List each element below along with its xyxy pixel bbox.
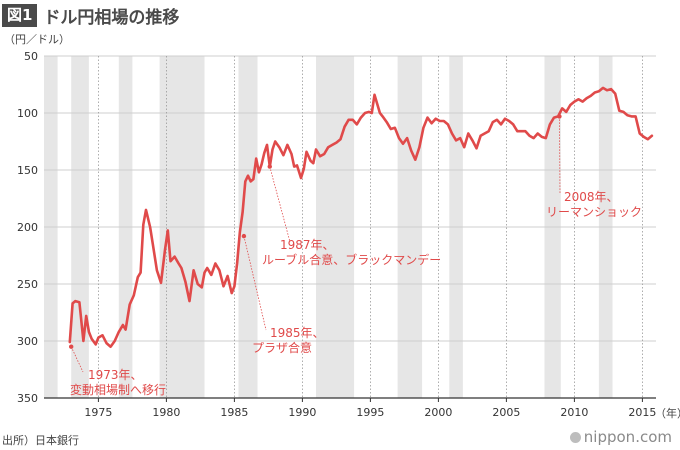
x-tick-label-2000: 2000 bbox=[424, 406, 452, 419]
brand-suffix: .com bbox=[635, 428, 672, 446]
annotation-label-1-line-0: 1985年、 bbox=[270, 326, 325, 340]
y-tick-label-150: 150 bbox=[17, 164, 38, 177]
annotation-label-2-line-1: ルーブル合意、ブラックマンデー bbox=[262, 252, 441, 267]
axis-ticks: 50 100 150 200 250 300 350 1975 1980 1985 1990 1995… bbox=[17, 50, 656, 419]
x-tick-label-1985: 1985 bbox=[220, 406, 248, 419]
x-tick-label-1995: 1995 bbox=[356, 406, 384, 419]
y-tick-label-200: 200 bbox=[17, 221, 38, 234]
annotation-leader-2 bbox=[269, 166, 291, 243]
y-tick-label-50: 50 bbox=[24, 50, 38, 63]
annotations: 1973年、変動相場制へ移行 1985年、プラザ合意 1987年、ルーブル合意、ブラ… bbox=[69, 114, 642, 397]
x-tick-label-1990: 1990 bbox=[288, 406, 316, 419]
x-tick-label-2010: 2010 bbox=[560, 406, 588, 419]
brand-logo[interactable]: nippon .com bbox=[569, 428, 672, 446]
y-tick-label-100: 100 bbox=[17, 107, 38, 120]
y-tick-label-300: 300 bbox=[17, 335, 38, 348]
x-axis-unit-label: （年） bbox=[655, 407, 680, 420]
annotation-leader-1 bbox=[243, 236, 267, 331]
annotation-label-2-line-0: 1987年、 bbox=[280, 238, 335, 252]
x-tick-label-2015: 2015 bbox=[628, 406, 656, 419]
annotation-label-0-line-1: 変動相場制へ移行 bbox=[70, 382, 166, 397]
figure-badge: 図1 bbox=[2, 3, 38, 27]
y-tick-label-350: 350 bbox=[17, 392, 38, 405]
y-axis-unit-label: （円／ドル） bbox=[4, 33, 70, 46]
x-tick-label-1980: 1980 bbox=[152, 406, 180, 419]
annotation-label-3-line-1: リーマンショック bbox=[546, 205, 642, 219]
brand-dot-icon bbox=[569, 431, 581, 443]
x-tick-label-2005: 2005 bbox=[492, 406, 520, 419]
source-note: 出所）日本銀行 bbox=[2, 434, 79, 447]
annotation-leader-3 bbox=[559, 116, 561, 195]
annotation-label-3-line-0: 2008年、 bbox=[564, 190, 619, 204]
series-line-0 bbox=[68, 86, 654, 348]
chart-title: ドル円相場の推移 bbox=[43, 7, 180, 28]
x-tick-label-1975: 1975 bbox=[84, 406, 112, 419]
y-tick-label-250: 250 bbox=[17, 278, 38, 291]
annotation-label-0-line-0: 1973年、 bbox=[88, 368, 143, 382]
brand-name: nippon bbox=[583, 428, 636, 446]
series-line-group bbox=[68, 86, 654, 348]
annotation-label-1-line-1: プラザ合意 bbox=[252, 340, 312, 355]
chart-title-row: 図1 ドル円相場の推移 bbox=[2, 3, 180, 28]
